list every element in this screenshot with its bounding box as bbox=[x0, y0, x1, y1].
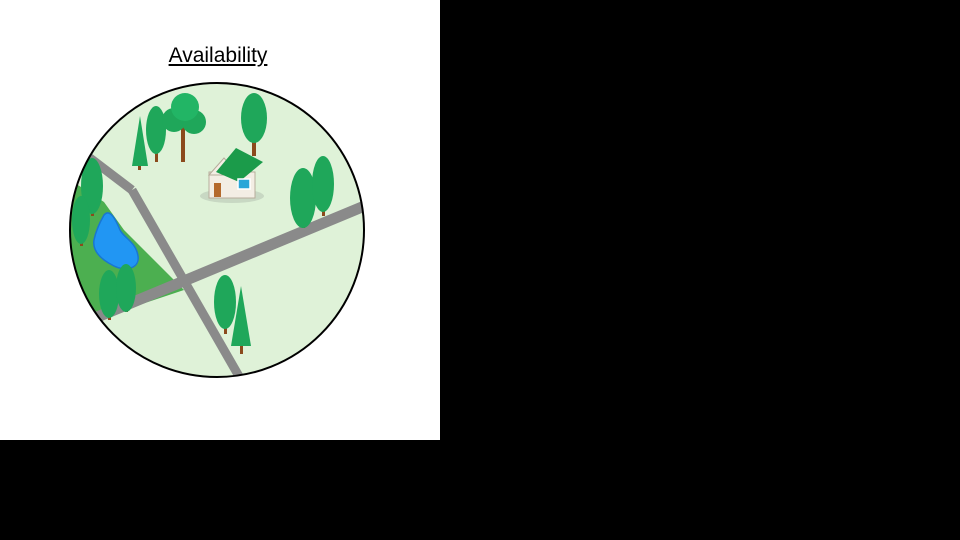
availability-panel: Availability bbox=[0, 0, 440, 440]
tree-icon bbox=[162, 93, 206, 162]
tree-icon bbox=[116, 264, 136, 312]
tree-icon bbox=[290, 168, 316, 228]
tree-icon bbox=[241, 93, 267, 156]
tree-icon bbox=[214, 275, 236, 334]
pine-tree-icon bbox=[132, 116, 148, 170]
map-border bbox=[69, 82, 365, 378]
panel-title: Availability bbox=[168, 44, 268, 67]
tree-icon bbox=[312, 156, 334, 216]
tree-icon bbox=[72, 196, 90, 246]
road bbox=[128, 187, 248, 377]
pine-tree-icon bbox=[231, 286, 251, 354]
tree-icon bbox=[99, 270, 119, 320]
tree-icon bbox=[81, 158, 103, 216]
house-icon bbox=[200, 148, 264, 203]
map-illustration bbox=[69, 82, 365, 378]
tree-icon bbox=[146, 106, 166, 162]
